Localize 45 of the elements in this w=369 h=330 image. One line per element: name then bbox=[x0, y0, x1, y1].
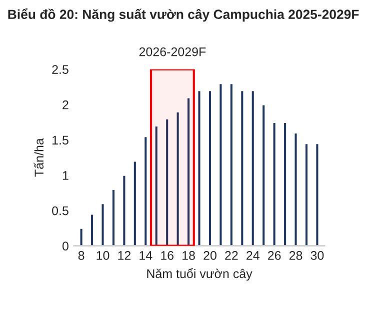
bar bbox=[261, 104, 266, 246]
bar bbox=[229, 82, 234, 246]
bar bbox=[186, 96, 191, 246]
bar bbox=[218, 82, 224, 246]
y-axis-title: Tấn/ha bbox=[34, 138, 44, 177]
bar bbox=[282, 122, 288, 246]
x-tick-label: 16 bbox=[161, 251, 174, 260]
y-tick-label: 2.5 bbox=[52, 65, 68, 74]
bar bbox=[111, 188, 116, 246]
x-tick-label: 14 bbox=[140, 251, 152, 260]
x-axis-title: Năm tuổi vườn cây bbox=[147, 268, 252, 281]
bar bbox=[164, 118, 170, 246]
bar bbox=[90, 213, 94, 246]
chart-title: Biểu đồ 20: Năng suất vườn cây Campuchia 2025-2029F bbox=[8, 8, 359, 22]
bar bbox=[250, 90, 256, 246]
x-tick-label: 20 bbox=[204, 251, 216, 260]
bar bbox=[240, 90, 245, 246]
bar bbox=[196, 90, 202, 246]
bar bbox=[100, 202, 106, 246]
bar bbox=[143, 136, 148, 246]
x-tick-label: 18 bbox=[182, 251, 195, 260]
x-tick-label: 22 bbox=[225, 251, 238, 260]
bar bbox=[132, 160, 138, 246]
bar bbox=[304, 142, 309, 246]
bar bbox=[154, 125, 159, 246]
x-tick-label: 8 bbox=[78, 251, 84, 260]
bar bbox=[314, 142, 320, 246]
x-tick-label: 10 bbox=[96, 251, 110, 260]
x-tick-label: 24 bbox=[246, 251, 260, 260]
band-label: 2026-2029F bbox=[139, 47, 206, 56]
bar bbox=[208, 90, 212, 246]
x-tick-label: 30 bbox=[310, 251, 324, 260]
x-tick-label: 28 bbox=[289, 251, 302, 260]
bar bbox=[293, 132, 298, 246]
x-tick-label: 26 bbox=[268, 251, 281, 260]
bar bbox=[122, 174, 127, 246]
bar bbox=[78, 228, 84, 246]
y-tick-label: 0.5 bbox=[52, 206, 68, 216]
bar bbox=[272, 122, 277, 246]
y-tick-label: 1.5 bbox=[52, 136, 68, 145]
y-tick-label: 0 bbox=[62, 242, 68, 250]
bar bbox=[175, 110, 180, 246]
y-tick-label: 1 bbox=[62, 171, 68, 180]
y-tick-label: 2 bbox=[62, 100, 68, 110]
x-tick-label: 12 bbox=[118, 251, 131, 260]
